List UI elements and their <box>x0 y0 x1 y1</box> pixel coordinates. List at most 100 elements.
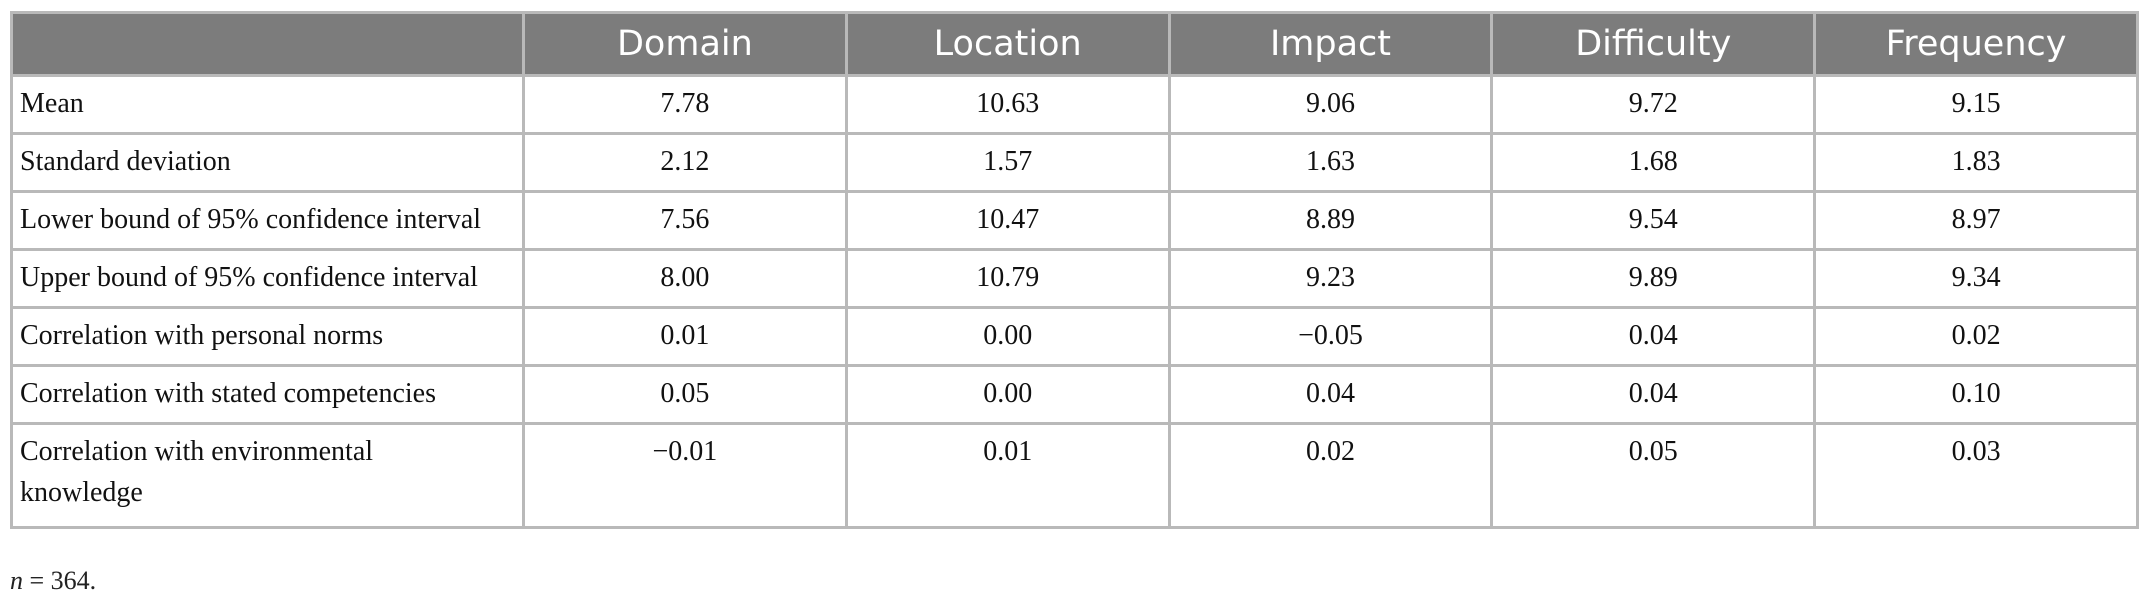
table-cell: 9.23 <box>1167 248 1494 309</box>
table-cell: 7.78 <box>522 74 848 135</box>
row-label: Correlation with personal norms <box>10 306 525 367</box>
row-label: Lower bound of 95% confidence interval <box>10 190 525 251</box>
cell-value: 0.01 <box>983 436 1033 467</box>
footnote-text: = 364. <box>23 566 97 595</box>
cell-value: 8.89 <box>1305 204 1355 235</box>
table-row: Mean 7.78 10.63 9.06 9.72 9.15 <box>10 74 2139 135</box>
cell-value: 8.00 <box>660 262 710 293</box>
cell-value: 0.10 <box>1951 378 2001 409</box>
table-row: Upper bound of 95% confidence interval 8… <box>10 248 2139 309</box>
cell-value: 9.72 <box>1628 88 1678 119</box>
cell-value: 1.63 <box>1305 146 1355 177</box>
table-cell: 0.05 <box>1490 422 1817 529</box>
cell-value: 9.54 <box>1628 204 1678 235</box>
table-cell: 0.05 <box>522 364 848 425</box>
table-row: Correlation with stated competencies 0.0… <box>10 364 2139 425</box>
cell-value: 0.04 <box>1628 320 1678 351</box>
row-label: Mean <box>10 74 525 135</box>
cell-value: 10.47 <box>976 204 1040 235</box>
cell-value: 0.05 <box>1628 436 1678 467</box>
table-cell: 1.68 <box>1490 132 1817 193</box>
table-cell: −0.05 <box>1167 306 1494 367</box>
row-label-text: Upper bound of 95% confidence interval <box>20 262 478 293</box>
cell-value: 0.03 <box>1951 436 2001 467</box>
table-cell: 0.10 <box>1813 364 2139 425</box>
table-cell: 0.00 <box>844 306 1171 367</box>
cell-value: 7.78 <box>660 88 710 119</box>
table-cell: 0.00 <box>844 364 1171 425</box>
cell-value: 1.57 <box>983 146 1033 177</box>
cell-value: 10.63 <box>976 88 1040 119</box>
row-label-text: Mean <box>20 88 84 119</box>
table-cell: 8.00 <box>522 248 848 309</box>
table-row: Standard deviation 2.12 1.57 1.63 1.68 1… <box>10 132 2139 193</box>
header-cell-impact: Impact <box>1167 11 1494 77</box>
table-cell: 0.03 <box>1813 422 2139 529</box>
statistics-table: Domain Location Impact Difficulty Freque… <box>10 11 2139 529</box>
cell-value: 0.01 <box>660 320 710 351</box>
table-cell: 1.63 <box>1167 132 1494 193</box>
table-cell: 9.72 <box>1490 74 1817 135</box>
table-cell: 1.83 <box>1813 132 2139 193</box>
cell-value: 9.34 <box>1951 262 2001 293</box>
header-cell-location: Location <box>844 11 1171 77</box>
cell-value: 1.83 <box>1951 146 2001 177</box>
row-label-text: Correlation with personal norms <box>20 320 384 351</box>
cell-value: 1.68 <box>1628 146 1678 177</box>
cell-value: −0.05 <box>1298 320 1363 351</box>
row-label-text: Lower bound of 95% confidence interval <box>20 204 482 235</box>
table-cell: 9.89 <box>1490 248 1817 309</box>
header-cell-frequency: Frequency <box>1813 11 2139 77</box>
table-cell: 7.56 <box>522 190 848 251</box>
table-cell: 0.04 <box>1490 306 1817 367</box>
row-label-text: Standard deviation <box>20 146 231 177</box>
cell-value: 0.00 <box>983 320 1033 351</box>
table-cell: 1.57 <box>844 132 1171 193</box>
cell-value: 0.04 <box>1305 378 1355 409</box>
header-row: Domain Location Impact Difficulty Freque… <box>10 11 2139 77</box>
table-cell: 0.04 <box>1490 364 1817 425</box>
table-cell: 9.54 <box>1490 190 1817 251</box>
table-cell: 0.02 <box>1813 306 2139 367</box>
table-row: Correlation with personal norms 0.01 0.0… <box>10 306 2139 367</box>
cell-value: 2.12 <box>660 146 710 177</box>
cell-value: 7.56 <box>660 204 710 235</box>
cell-value: 8.97 <box>1951 204 2001 235</box>
cell-value: 10.79 <box>976 262 1040 293</box>
row-label: Correlation with environmental knowledge <box>10 422 525 529</box>
table-cell: 0.01 <box>844 422 1171 529</box>
table-cell: 9.15 <box>1813 74 2139 135</box>
cell-value: 9.23 <box>1305 262 1355 293</box>
header-cell-domain: Domain <box>522 11 848 77</box>
row-label-text: Correlation with environmental knowledge <box>20 436 374 508</box>
header-cell-difficulty: Difficulty <box>1490 11 1817 77</box>
table-cell: 0.04 <box>1167 364 1494 425</box>
table-cell: 10.79 <box>844 248 1171 309</box>
table-row: Correlation with environmental knowledge… <box>10 422 2139 529</box>
row-label-text: Correlation with stated competencies <box>20 378 436 409</box>
header-cell-empty <box>10 11 525 77</box>
table-row: Lower bound of 95% confidence interval 7… <box>10 190 2139 251</box>
table-cell: 8.97 <box>1813 190 2139 251</box>
cell-value: 0.04 <box>1628 378 1678 409</box>
table-cell: 8.89 <box>1167 190 1494 251</box>
cell-value: 0.00 <box>983 378 1033 409</box>
data-table-container: Domain Location Impact Difficulty Freque… <box>10 11 2139 529</box>
cell-value: −0.01 <box>652 436 718 467</box>
table-footnote: n = 364. <box>10 566 96 596</box>
row-label: Standard deviation <box>10 132 525 193</box>
cell-value: 0.05 <box>660 378 710 409</box>
table-cell: −0.01 <box>522 422 848 529</box>
table-cell: 9.34 <box>1813 248 2139 309</box>
table-cell: 2.12 <box>522 132 848 193</box>
table-cell: 10.63 <box>844 74 1171 135</box>
row-label: Correlation with stated competencies <box>10 364 525 425</box>
row-label: Upper bound of 95% confidence interval <box>10 248 525 309</box>
cell-value: 9.06 <box>1305 88 1355 119</box>
table-cell: 10.47 <box>844 190 1171 251</box>
cell-value: 9.15 <box>1951 88 2001 119</box>
footnote-variable: n <box>10 566 23 595</box>
table-cell: 0.01 <box>522 306 848 367</box>
table-cell: 9.06 <box>1167 74 1494 135</box>
cell-value: 0.02 <box>1951 320 2001 351</box>
